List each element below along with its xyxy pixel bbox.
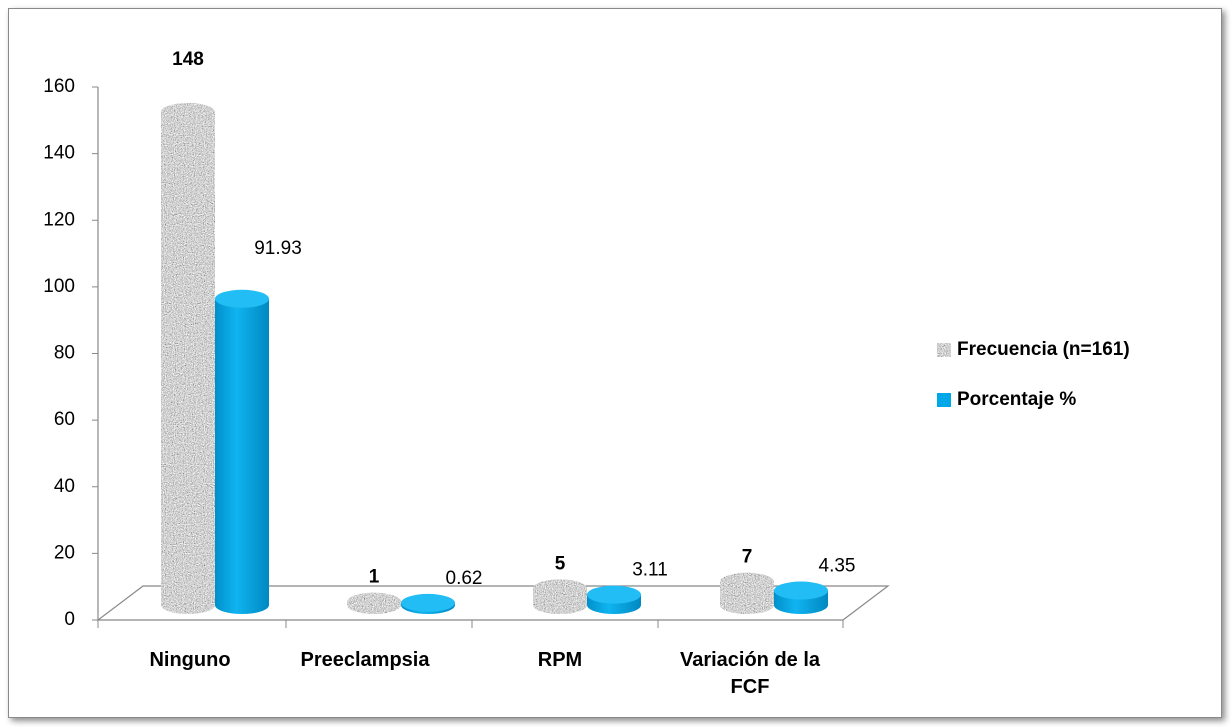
bar-top [347, 592, 401, 611]
data-label: 7 [742, 547, 753, 568]
x-tick-label: Ninguno [149, 649, 231, 671]
bar-top [587, 585, 641, 604]
bar [215, 289, 269, 614]
bar-body [215, 298, 269, 605]
legend-swatch [937, 393, 951, 407]
legend-swatch [937, 343, 951, 357]
bar [587, 585, 641, 614]
data-label: 5 [555, 553, 566, 574]
bar-top [533, 579, 587, 598]
y-tick-label: 120 [43, 209, 75, 230]
bar-top [401, 593, 455, 612]
x-tick-label: RPM [537, 649, 583, 671]
y-tick-label: 160 [43, 76, 75, 97]
bar [401, 593, 455, 614]
data-label: 91.93 [254, 238, 302, 259]
data-label: 1 [369, 567, 380, 588]
bar [720, 572, 774, 614]
legend-label: Porcentaje % [957, 389, 1076, 410]
bar [161, 102, 215, 614]
y-tick-label: 60 [54, 409, 75, 430]
legend-label: Frecuencia (n=161) [957, 339, 1130, 360]
data-label: 4.35 [819, 556, 856, 577]
y-tick-label: 40 [54, 476, 75, 497]
bar-top [161, 102, 215, 121]
floor [96, 585, 890, 621]
y-tick-label: 20 [54, 542, 75, 563]
bar-top [720, 572, 774, 591]
x-tick-label: Variación de la FCF [679, 649, 821, 698]
y-tick-label: 140 [43, 143, 75, 164]
bar-top [774, 581, 828, 600]
bar [347, 592, 401, 614]
data-label: 0.62 [446, 568, 483, 589]
bar [533, 579, 587, 614]
y-tick-label: 80 [54, 343, 75, 364]
bar-body [161, 111, 215, 605]
y-tick-label: 0 [64, 609, 75, 630]
y-tick-label: 100 [43, 276, 75, 297]
bar [774, 581, 828, 614]
x-tick-label: Preeclampsia [300, 649, 430, 671]
data-label: 3.11 [632, 560, 668, 581]
bar-top [215, 289, 269, 308]
data-label: 148 [172, 49, 204, 70]
